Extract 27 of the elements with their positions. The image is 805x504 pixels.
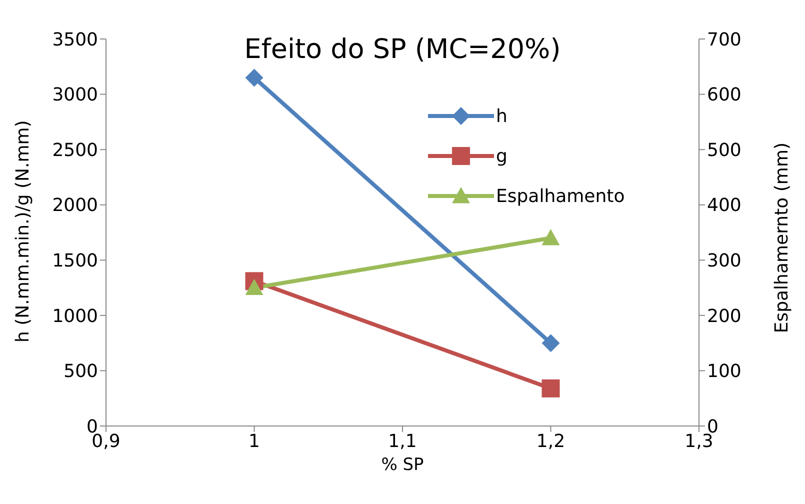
y-tick-label: 1500	[52, 250, 98, 272]
y-tick-label: 1000	[52, 306, 98, 327]
legend-label: Espalhamento	[496, 186, 625, 206]
point	[542, 379, 560, 398]
y2-tick-label: 700	[707, 29, 742, 50]
y-tick-label: 2000	[52, 195, 98, 216]
y2-tick-label: 200	[707, 306, 742, 327]
y2-tick-label: 100	[707, 361, 742, 382]
y-tick-label: 500	[64, 361, 98, 382]
x-tick-label: 1,1	[388, 430, 417, 452]
x-tick-label: 1,2	[536, 430, 566, 452]
y2-tick-label: 300	[707, 250, 742, 272]
y2-axis-title: Espalhamernto (mm)	[771, 142, 792, 334]
y-tick-label: 3000	[52, 84, 98, 106]
legend-label: h	[496, 106, 508, 126]
legend-label: g	[496, 146, 508, 166]
y-tick-label: 2500	[52, 140, 98, 161]
y2-tick-label: 400	[707, 195, 742, 216]
x-axis-title: % SP	[381, 455, 424, 476]
point	[542, 334, 560, 352]
x-tick-label: 1	[248, 430, 260, 452]
y-axis-title: h (N.mm.min.)/g (N.mm)	[12, 120, 34, 342]
point	[245, 68, 264, 87]
y2-tick-label: 500	[707, 140, 742, 161]
chart-title: Efeito do SP (MC=20%)	[244, 34, 561, 65]
y-tick-label: 3500	[52, 29, 98, 50]
y2-tick-label: 600	[707, 84, 742, 106]
